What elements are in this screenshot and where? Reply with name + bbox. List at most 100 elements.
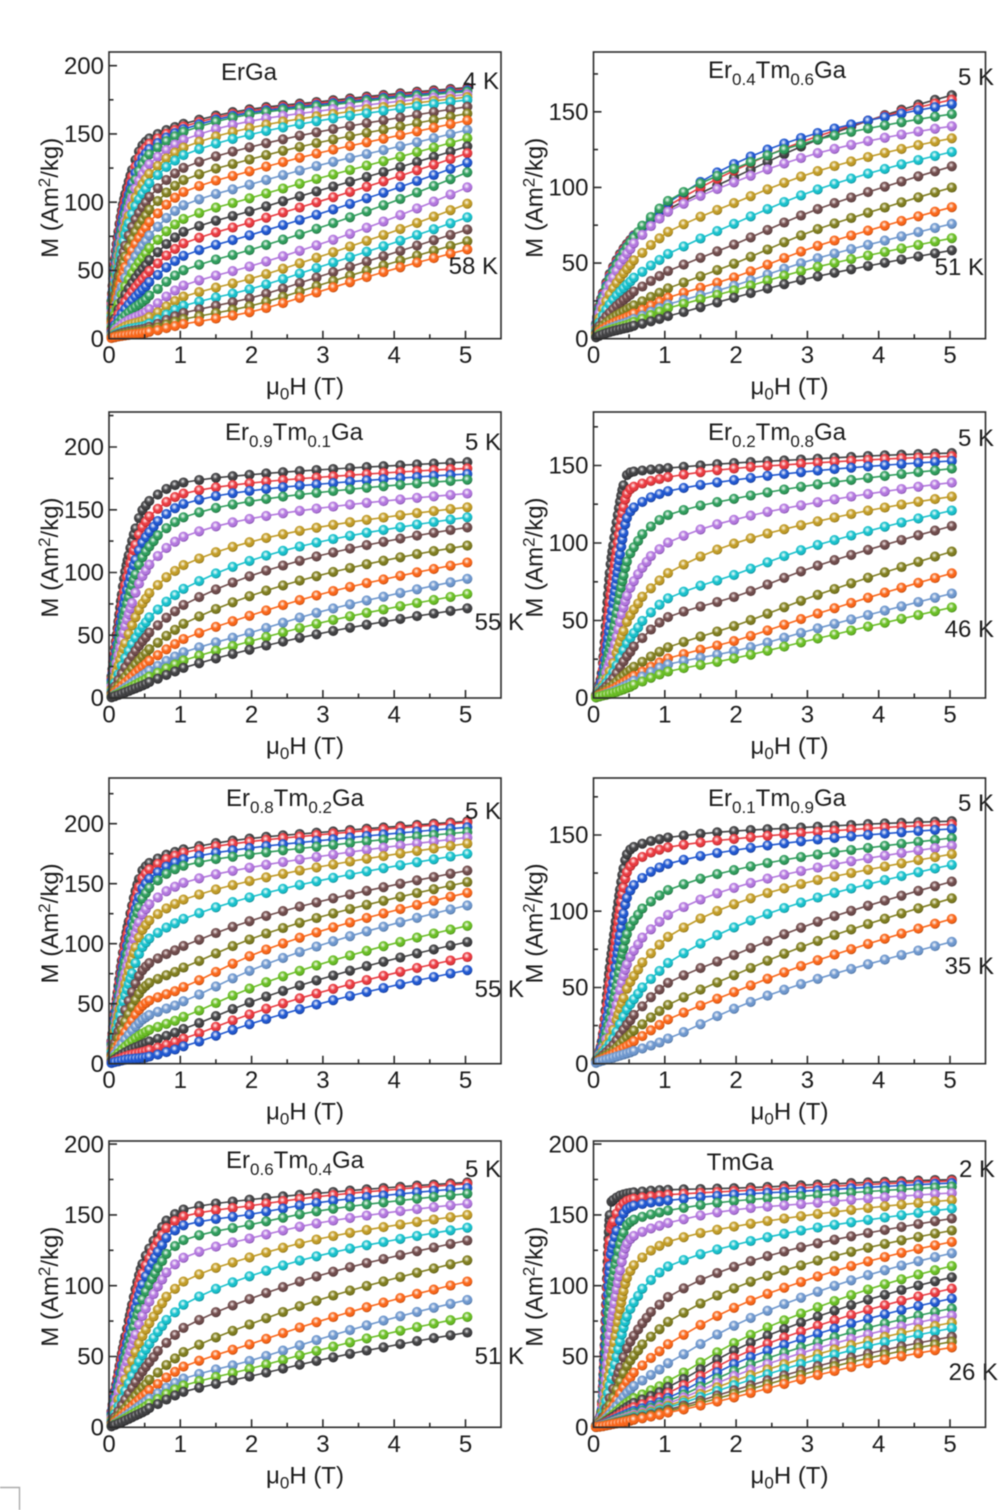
svg-text:1: 1 (174, 342, 187, 369)
svg-text:μ0H (T): μ0H (T) (266, 374, 344, 404)
svg-text:0: 0 (575, 1415, 588, 1442)
svg-text:51 K: 51 K (935, 254, 984, 281)
svg-text:4: 4 (872, 1431, 885, 1458)
svg-text:2: 2 (245, 1067, 258, 1094)
svg-text:0: 0 (102, 342, 115, 369)
svg-text:4 K: 4 K (463, 68, 499, 95)
svg-text:4: 4 (872, 1067, 885, 1094)
svg-text:2: 2 (245, 342, 258, 369)
svg-text:0: 0 (102, 1431, 115, 1458)
svg-text:50: 50 (562, 1344, 589, 1371)
svg-text:200: 200 (64, 1131, 104, 1158)
svg-text:100: 100 (64, 931, 104, 958)
svg-text:5: 5 (459, 1431, 472, 1458)
svg-text:5: 5 (943, 1431, 956, 1458)
svg-text:5: 5 (459, 702, 472, 729)
svg-text:55 K: 55 K (475, 976, 524, 1003)
svg-text:μ0H (T): μ0H (T) (266, 733, 344, 763)
svg-text:3: 3 (801, 702, 814, 729)
svg-text:0: 0 (91, 1415, 104, 1442)
svg-text:3: 3 (801, 1067, 814, 1094)
svg-text:μ0H (T): μ0H (T) (751, 1462, 829, 1492)
svg-text:200: 200 (64, 811, 104, 838)
svg-text:0: 0 (91, 1051, 104, 1078)
svg-text:150: 150 (64, 871, 104, 898)
svg-text:M (Am2/kg): M (Am2/kg) (35, 1227, 64, 1347)
svg-text:Er0.9​Tm0.1​Ga: Er0.9​Tm0.1​Ga (225, 419, 364, 451)
svg-text:50: 50 (562, 975, 589, 1002)
svg-text:1: 1 (174, 702, 187, 729)
svg-text:0: 0 (91, 326, 104, 353)
svg-text:0: 0 (575, 1051, 588, 1078)
svg-text:2: 2 (729, 1431, 742, 1458)
svg-text:35 K: 35 K (945, 953, 994, 980)
svg-text:5 K: 5 K (958, 64, 994, 91)
svg-text:1: 1 (658, 1067, 671, 1094)
svg-text:3: 3 (316, 342, 329, 369)
svg-text:50: 50 (77, 623, 104, 650)
svg-text:200: 200 (64, 434, 104, 461)
svg-text:3: 3 (801, 342, 814, 369)
svg-text:3: 3 (316, 1067, 329, 1094)
svg-text:55 K: 55 K (475, 609, 524, 636)
svg-text:M (Am2/kg): M (Am2/kg) (35, 497, 64, 617)
svg-text:5 K: 5 K (465, 1156, 501, 1183)
svg-text:Er0.6​Tm0.4​Ga: Er0.6​Tm0.4​Ga (226, 1147, 365, 1179)
svg-text:M (Am2/kg): M (Am2/kg) (520, 1227, 549, 1347)
svg-text:0: 0 (587, 1067, 600, 1094)
svg-text:1: 1 (658, 702, 671, 729)
svg-text:4: 4 (388, 1431, 401, 1458)
svg-text:5: 5 (943, 702, 956, 729)
svg-text:26 K: 26 K (949, 1359, 998, 1386)
svg-text:50: 50 (562, 608, 589, 635)
svg-text:Er0.4​Tm0.6​Ga: Er0.4​Tm0.6​Ga (708, 57, 847, 89)
svg-text:ErGa: ErGa (221, 59, 278, 86)
svg-text:2: 2 (729, 342, 742, 369)
svg-text:150: 150 (548, 99, 588, 126)
svg-text:M (Am2/kg): M (Am2/kg) (520, 497, 549, 617)
svg-text:150: 150 (548, 1202, 588, 1229)
svg-text:4: 4 (388, 1067, 401, 1094)
svg-text:150: 150 (64, 121, 104, 148)
svg-text:0: 0 (587, 702, 600, 729)
svg-text:5: 5 (459, 1067, 472, 1094)
svg-text:1: 1 (658, 342, 671, 369)
svg-text:5 K: 5 K (958, 790, 994, 817)
svg-text:100: 100 (548, 175, 588, 202)
svg-text:200: 200 (64, 53, 104, 80)
svg-text:50: 50 (562, 250, 589, 277)
svg-text:50: 50 (77, 991, 104, 1018)
svg-text:150: 150 (64, 497, 104, 524)
svg-text:100: 100 (64, 560, 104, 587)
svg-text:0: 0 (102, 702, 115, 729)
svg-text:5: 5 (943, 342, 956, 369)
svg-text:150: 150 (548, 453, 588, 480)
svg-text:3: 3 (316, 1431, 329, 1458)
svg-text:150: 150 (64, 1202, 104, 1229)
svg-text:1: 1 (174, 1431, 187, 1458)
svg-text:0: 0 (575, 685, 588, 712)
svg-text:50: 50 (77, 1344, 104, 1371)
svg-text:1: 1 (174, 1067, 187, 1094)
svg-text:50: 50 (77, 258, 104, 285)
svg-text:2: 2 (729, 1067, 742, 1094)
svg-text:M (Am2/kg): M (Am2/kg) (520, 138, 549, 258)
svg-text:46 K: 46 K (945, 616, 994, 643)
svg-text:0: 0 (587, 342, 600, 369)
svg-text:3: 3 (801, 1431, 814, 1458)
svg-text:5 K: 5 K (465, 798, 501, 825)
svg-text:0: 0 (91, 685, 104, 712)
svg-text:100: 100 (548, 1273, 588, 1300)
svg-text:μ0H (T): μ0H (T) (751, 374, 829, 404)
svg-text:M (Am2/kg): M (Am2/kg) (35, 863, 64, 983)
svg-text:5: 5 (459, 342, 472, 369)
svg-text:100: 100 (548, 898, 588, 925)
svg-text:Er0.2​Tm0.8​Ga: Er0.2​Tm0.8​Ga (708, 419, 847, 451)
svg-text:0: 0 (587, 1431, 600, 1458)
svg-text:4: 4 (872, 702, 885, 729)
svg-text:4: 4 (388, 702, 401, 729)
svg-text:4: 4 (872, 342, 885, 369)
svg-text:5: 5 (943, 1067, 956, 1094)
svg-text:5 K: 5 K (465, 429, 501, 456)
svg-text:150: 150 (548, 822, 588, 849)
